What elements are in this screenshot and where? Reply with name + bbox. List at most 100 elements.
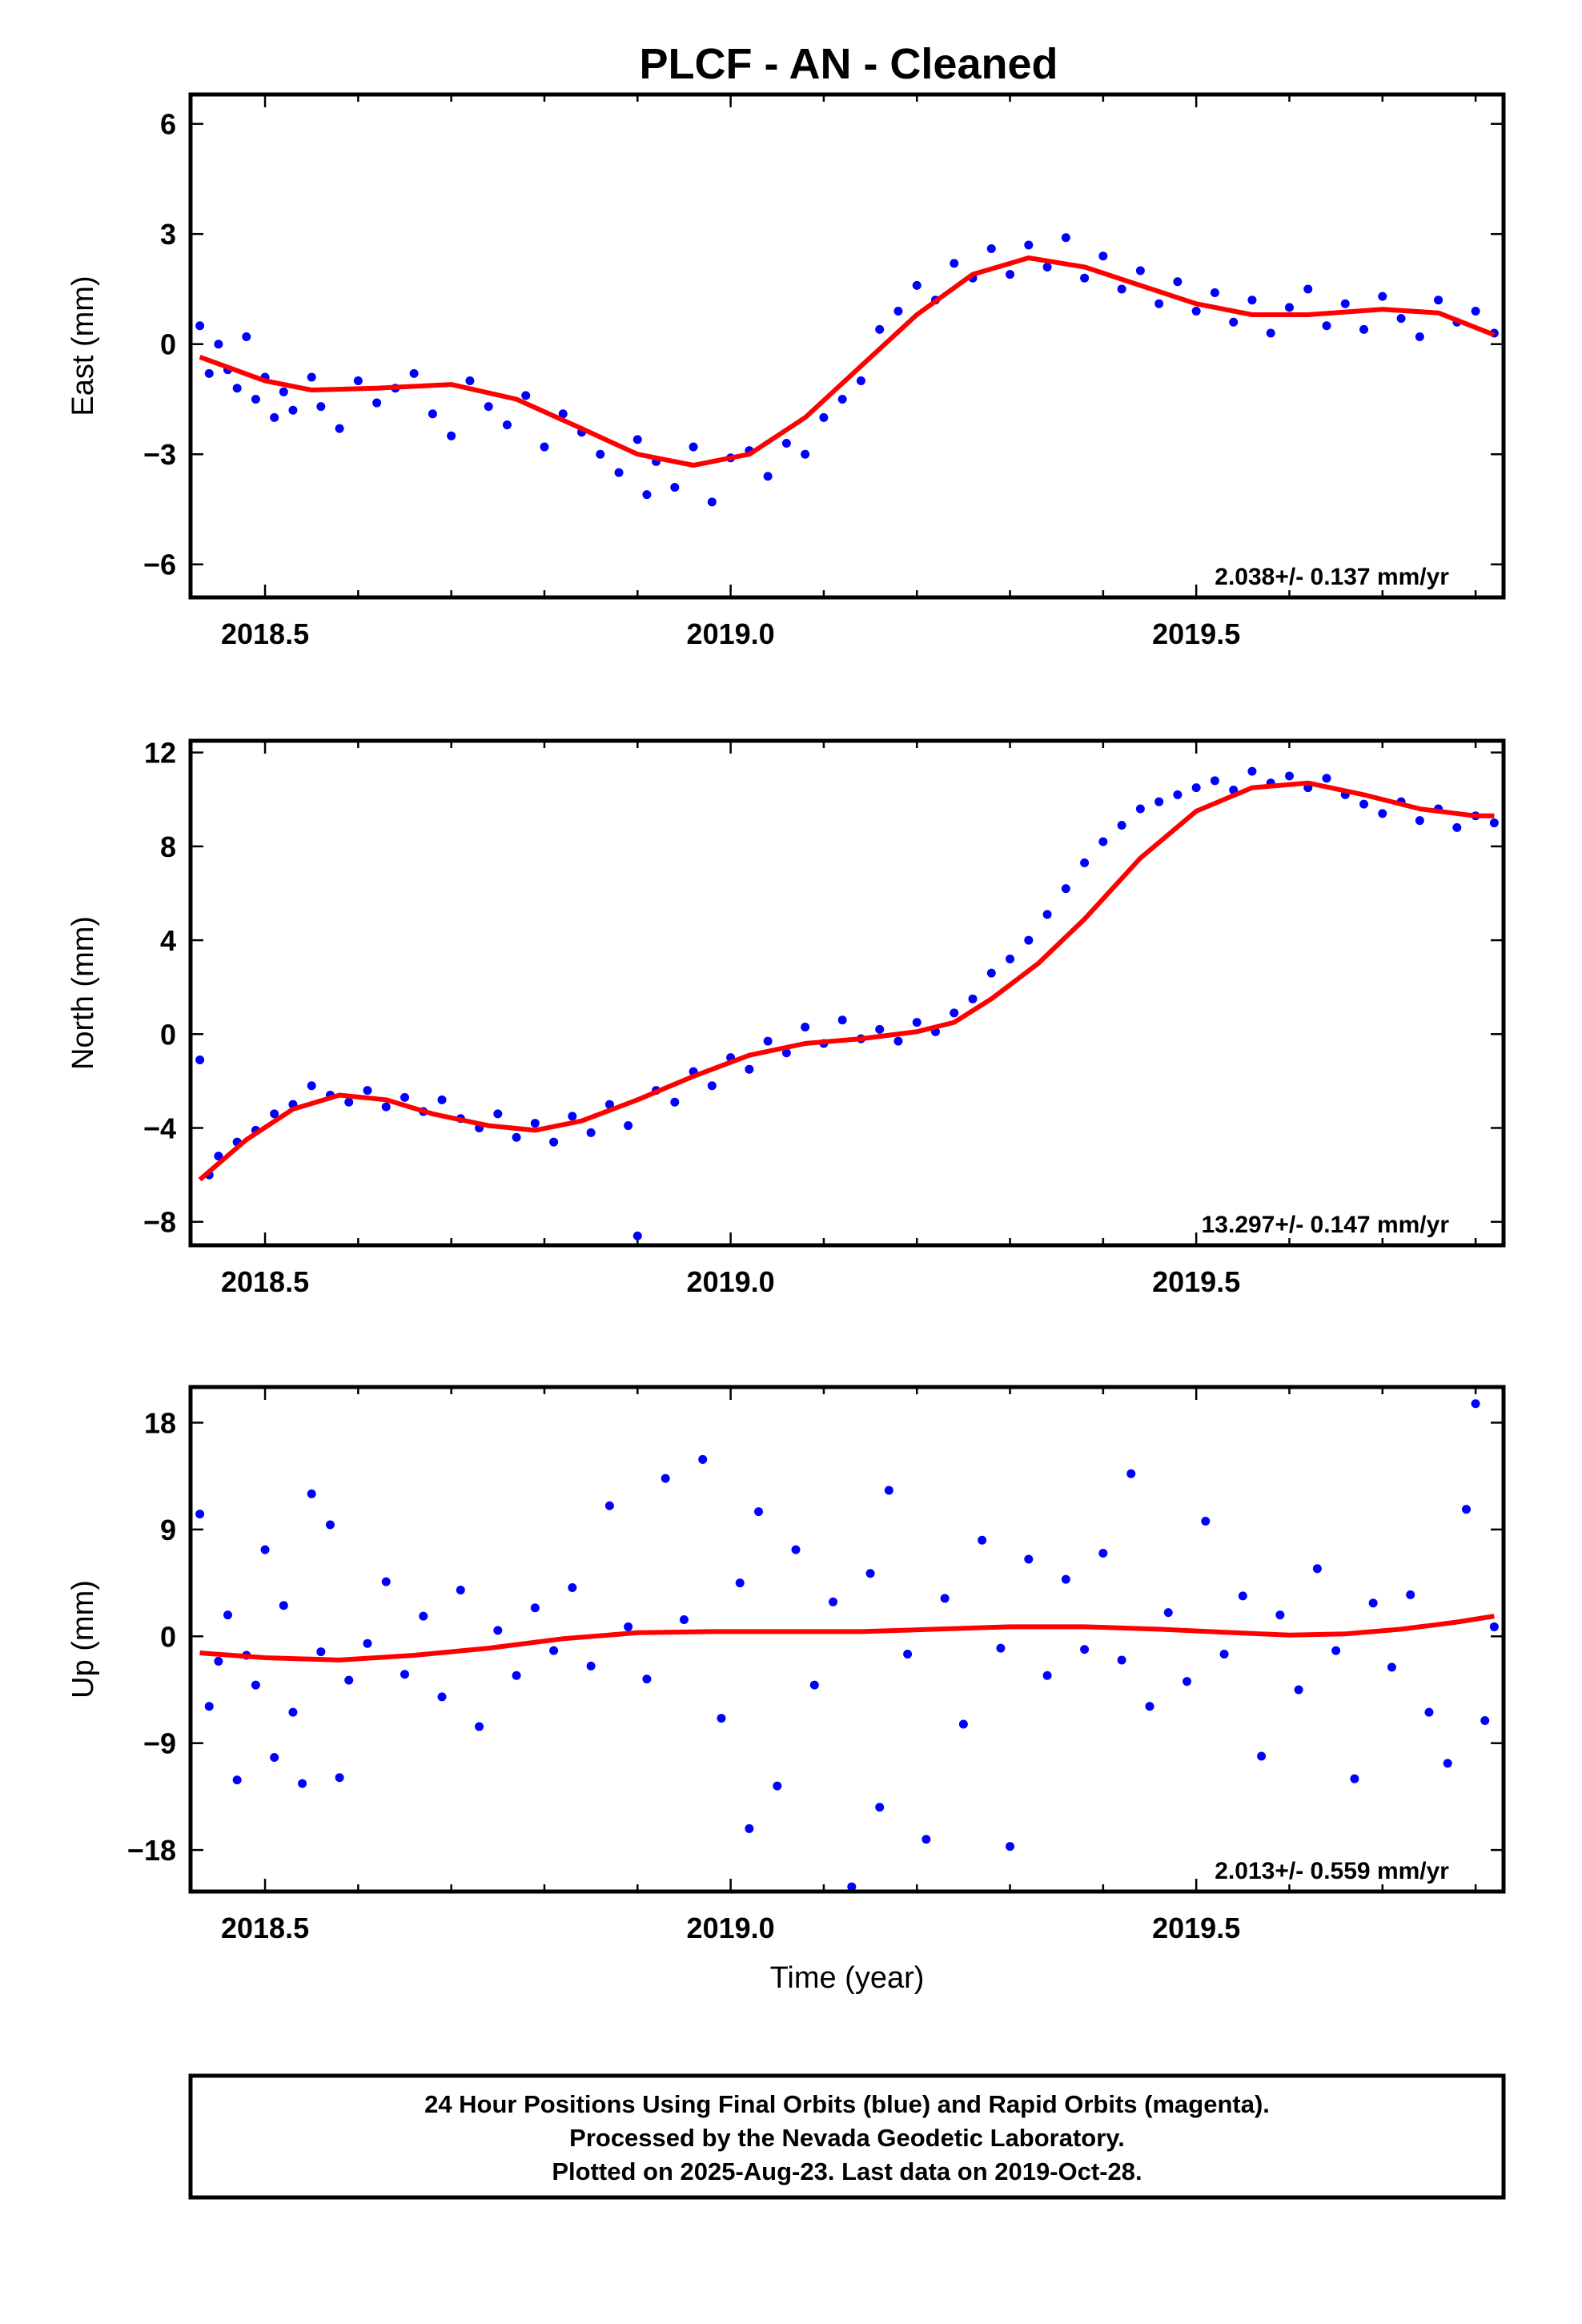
data-point (270, 1752, 279, 1762)
data-point (912, 280, 921, 290)
y-tick-label: −4 (143, 1112, 176, 1144)
data-point (781, 1048, 791, 1058)
data-point (1061, 233, 1070, 243)
data-point (586, 1661, 596, 1671)
data-point (661, 1474, 670, 1483)
data-point (1284, 771, 1294, 781)
data-point (1434, 296, 1443, 305)
data-point (437, 1095, 447, 1104)
data-point (214, 1152, 223, 1161)
x-tick-label: 2018.5 (221, 617, 309, 650)
data-point (1191, 783, 1201, 793)
y-tick-label: 0 (160, 328, 176, 361)
data-point (735, 1578, 745, 1588)
y-tick-label: 9 (160, 1514, 176, 1546)
data-point (400, 1670, 410, 1679)
data-point (912, 1018, 921, 1027)
data-point (950, 259, 959, 268)
data-point (1303, 284, 1313, 294)
data-point (195, 1510, 205, 1519)
data-point (502, 420, 512, 430)
x-tick-label: 2019.5 (1152, 617, 1240, 650)
data-point (1229, 317, 1239, 327)
data-point (875, 1024, 885, 1034)
data-point (837, 394, 847, 404)
data-point (1443, 1759, 1452, 1768)
data-point (1006, 955, 1015, 964)
data-point (1368, 1598, 1378, 1608)
data-point (540, 442, 549, 452)
data-point (893, 306, 903, 316)
data-point (493, 1109, 503, 1119)
data-point (642, 1675, 652, 1684)
y-tick-label: −18 (127, 1834, 176, 1867)
data-point (1182, 1677, 1192, 1687)
velocity-label: 2.038+/- 0.137 mm/yr (1215, 564, 1449, 590)
x-tick-label: 2019.0 (687, 1265, 775, 1298)
data-point (829, 1597, 838, 1606)
data-point (521, 391, 531, 400)
data-point (884, 1486, 893, 1495)
footer-frame (188, 2073, 1506, 2200)
data-point (232, 384, 242, 393)
data-point (400, 1092, 410, 1102)
data-point (260, 1545, 270, 1554)
data-point (1415, 332, 1424, 342)
data-point (288, 1707, 298, 1717)
x-tick-label: 2019.0 (687, 1912, 775, 1944)
data-point (465, 376, 475, 386)
data-point (214, 1656, 223, 1666)
plot-frame (188, 1385, 1506, 1894)
data-point (381, 1102, 391, 1112)
x-tick-label: 2018.5 (221, 1265, 309, 1298)
data-point (381, 1577, 391, 1586)
data-point (1163, 1608, 1173, 1618)
data-point (1247, 296, 1257, 305)
data-point (1024, 1554, 1034, 1564)
data-point (940, 1594, 950, 1603)
footer-line-3: Plotted on 2025-Aug-23. Last data on 201… (552, 2157, 1142, 2185)
data-point (251, 394, 260, 404)
x-tick-label: 2019.5 (1152, 1912, 1240, 1944)
data-point (1191, 306, 1201, 316)
data-point (1415, 816, 1424, 826)
y-tick-label: 0 (160, 1620, 176, 1653)
data-point (195, 1055, 205, 1065)
data-point (232, 1775, 242, 1785)
data-point (353, 376, 363, 386)
data-point (986, 968, 996, 978)
data-point (1350, 1774, 1359, 1783)
data-point (698, 1454, 708, 1464)
plot-frame (188, 92, 1506, 600)
data-point (568, 1583, 577, 1593)
data-point (475, 1722, 484, 1731)
data-point (624, 1121, 633, 1131)
data-point (1471, 306, 1480, 316)
points-group (195, 233, 1499, 507)
data-point (1173, 790, 1182, 799)
velocity-label: 2.013+/- 0.559 mm/yr (1215, 1858, 1449, 1884)
data-point (632, 435, 642, 444)
points-group (195, 766, 1499, 1240)
data-point (568, 1112, 577, 1121)
y-tick-label: −3 (143, 438, 176, 471)
x-tick-label: 2019.0 (687, 617, 775, 650)
fit-curve (199, 255, 1496, 468)
data-point (1489, 818, 1499, 828)
data-point (1452, 822, 1462, 832)
data-point (773, 1781, 782, 1791)
data-point (307, 372, 316, 382)
data-point (1359, 799, 1369, 809)
panels-group: 2018.5 2019.0 2019.5 6 3 0 −3 −6 East (mm) 2.038+… (66, 92, 1506, 1995)
data-point (1238, 1591, 1247, 1601)
data-point (447, 431, 456, 440)
data-point (549, 1137, 559, 1147)
data-point (493, 1626, 503, 1635)
x-tick-label: 2019.5 (1152, 1265, 1240, 1298)
data-point (1284, 303, 1294, 312)
data-point (1098, 251, 1108, 261)
data-point (1266, 328, 1275, 338)
panel-east: 2018.5 2019.0 2019.5 6 3 0 −3 −6 East (mm) 2.038+… (66, 92, 1506, 650)
panel-north: 2018.5 2019.0 2019.5 12 8 4 0 −4 −8 North (mm) 13.… (66, 737, 1506, 1298)
data-point (251, 1680, 260, 1690)
